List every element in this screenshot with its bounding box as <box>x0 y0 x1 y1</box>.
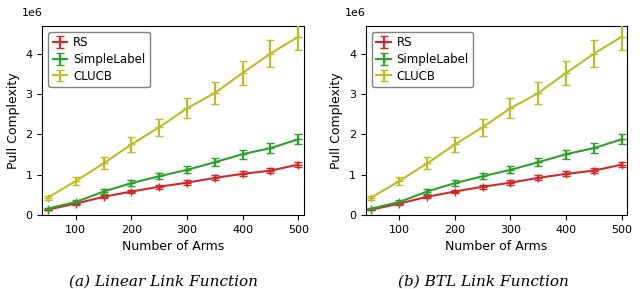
Text: (b) BTL Link Function: (b) BTL Link Function <box>398 275 568 289</box>
Legend: RS, SimpleLabel, CLUCB: RS, SimpleLabel, CLUCB <box>372 32 474 87</box>
Y-axis label: Pull Complexity: Pull Complexity <box>7 72 20 169</box>
Y-axis label: Pull Complexity: Pull Complexity <box>330 72 344 169</box>
Text: 1e6: 1e6 <box>345 8 366 18</box>
X-axis label: Number of Arms: Number of Arms <box>122 240 224 253</box>
Text: 1e6: 1e6 <box>21 8 42 18</box>
Legend: RS, SimpleLabel, CLUCB: RS, SimpleLabel, CLUCB <box>48 32 150 87</box>
Text: (a) Linear Link Function: (a) Linear Link Function <box>68 275 258 289</box>
X-axis label: Number of Arms: Number of Arms <box>445 240 548 253</box>
